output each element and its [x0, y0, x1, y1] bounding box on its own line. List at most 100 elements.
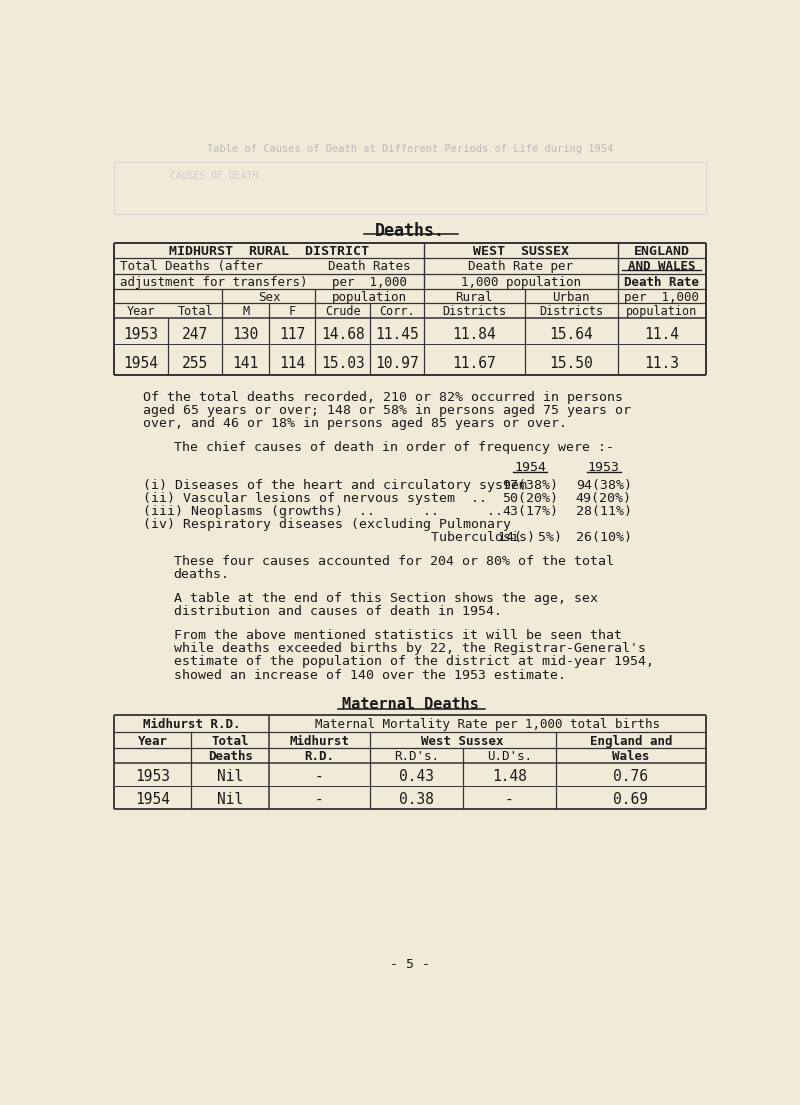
Text: 0.69: 0.69 — [614, 791, 648, 807]
Text: 28(11%): 28(11%) — [576, 505, 632, 518]
Text: R.D's.: R.D's. — [394, 750, 438, 764]
Text: aged 65 years or over; 148 or 58% in persons aged 75 years or: aged 65 years or over; 148 or 58% in per… — [142, 403, 630, 417]
Text: Nil: Nil — [217, 769, 243, 783]
Text: 0.43: 0.43 — [398, 769, 434, 783]
Text: AND WALES: AND WALES — [628, 261, 696, 273]
Text: 14(  5%): 14( 5%) — [498, 532, 562, 545]
Text: Crude: Crude — [325, 305, 360, 318]
Text: 1954: 1954 — [123, 356, 158, 370]
Text: -: - — [505, 791, 514, 807]
Text: 1,000 population: 1,000 population — [461, 276, 581, 288]
Text: deaths.: deaths. — [174, 568, 230, 581]
Text: MIDHURST  RURAL  DISTRICT: MIDHURST RURAL DISTRICT — [169, 245, 369, 259]
Text: R.D.: R.D. — [304, 750, 334, 764]
Text: 10.97: 10.97 — [375, 356, 418, 370]
Text: 26(10%): 26(10%) — [576, 532, 632, 545]
Text: A table at the end of this Section shows the age, sex: A table at the end of this Section shows… — [174, 592, 598, 606]
Text: F: F — [289, 305, 296, 318]
Text: 141: 141 — [233, 356, 259, 370]
Text: Corr.: Corr. — [379, 305, 414, 318]
Text: Deaths: Deaths — [208, 750, 253, 764]
Text: Maternal Deaths: Maternal Deaths — [342, 697, 478, 712]
Text: Total: Total — [178, 305, 213, 318]
Text: (iii) Neoplasms (growths)  ..      ..      ..: (iii) Neoplasms (growths) .. .. .. — [142, 505, 502, 518]
Text: Sex: Sex — [258, 292, 280, 304]
Text: 247: 247 — [182, 327, 209, 343]
Text: - 5 -: - 5 - — [390, 958, 430, 971]
Text: Death Rate per: Death Rate per — [468, 261, 574, 273]
Text: per  1,000: per 1,000 — [332, 276, 407, 288]
Text: 117: 117 — [279, 327, 306, 343]
Text: Total Deaths (after: Total Deaths (after — [120, 261, 262, 273]
Text: (iv) Respiratory diseases (excluding Pulmonary: (iv) Respiratory diseases (excluding Pul… — [142, 518, 510, 532]
Text: 255: 255 — [182, 356, 209, 370]
Text: -: - — [315, 769, 324, 783]
Text: Table of Causes of Death at Different Periods of Life during 1954: Table of Causes of Death at Different Pe… — [207, 144, 613, 155]
Text: Nil: Nil — [217, 791, 243, 807]
Text: CAUSES OF DEATH: CAUSES OF DEATH — [170, 171, 258, 181]
Text: 15.64: 15.64 — [550, 327, 593, 343]
Text: 11.45: 11.45 — [375, 327, 418, 343]
Text: Death Rates: Death Rates — [329, 261, 411, 273]
Text: over, and 46 or 18% in persons aged 85 years or over.: over, and 46 or 18% in persons aged 85 y… — [142, 417, 566, 430]
Text: 14.68: 14.68 — [321, 327, 365, 343]
Text: 49(20%): 49(20%) — [576, 492, 632, 505]
Text: Midhurst: Midhurst — [290, 735, 350, 748]
Text: Tuberculosis): Tuberculosis) — [142, 532, 534, 545]
Text: Death Rate: Death Rate — [624, 276, 699, 288]
Text: U.D's.: U.D's. — [486, 750, 532, 764]
Text: Districts: Districts — [539, 305, 603, 318]
Text: Total: Total — [211, 735, 249, 748]
Text: Maternal Mortality Rate per 1,000 total births: Maternal Mortality Rate per 1,000 total … — [315, 718, 660, 730]
Text: Urban: Urban — [553, 292, 590, 304]
Text: population: population — [626, 305, 698, 318]
Text: ENGLAND: ENGLAND — [634, 245, 690, 259]
Text: 1953: 1953 — [123, 327, 158, 343]
Text: WEST  SUSSEX: WEST SUSSEX — [473, 245, 569, 259]
Text: 11.67: 11.67 — [453, 356, 496, 370]
Text: Of the total deaths recorded, 210 or 82% occurred in persons: Of the total deaths recorded, 210 or 82%… — [142, 390, 622, 403]
Text: Year: Year — [127, 305, 155, 318]
Text: West Sussex: West Sussex — [422, 735, 504, 748]
Text: 114: 114 — [279, 356, 306, 370]
Text: while deaths exceeded births by 22, the Registrar-General's: while deaths exceeded births by 22, the … — [174, 642, 646, 655]
Text: 11.84: 11.84 — [453, 327, 496, 343]
Text: M: M — [242, 305, 250, 318]
Text: 0.76: 0.76 — [614, 769, 648, 783]
Text: (ii) Vascular lesions of nervous system  ..: (ii) Vascular lesions of nervous system … — [142, 492, 486, 505]
Text: Wales: Wales — [612, 750, 650, 764]
Text: These four causes accounted for 204 or 80% of the total: These four causes accounted for 204 or 8… — [174, 556, 614, 568]
Text: 0.38: 0.38 — [398, 791, 434, 807]
Text: Rural: Rural — [455, 292, 493, 304]
Text: England and: England and — [590, 735, 672, 748]
Text: 43(17%): 43(17%) — [502, 505, 558, 518]
Text: -: - — [315, 791, 324, 807]
Text: per  1,000: per 1,000 — [624, 292, 699, 304]
Text: 94(38%): 94(38%) — [576, 480, 632, 492]
Text: 15.50: 15.50 — [550, 356, 593, 370]
Text: 97(38%): 97(38%) — [502, 480, 558, 492]
Text: Midhurst R.D.: Midhurst R.D. — [142, 718, 240, 730]
Text: distribution and causes of death in 1954.: distribution and causes of death in 1954… — [174, 606, 502, 619]
Text: Districts: Districts — [442, 305, 506, 318]
Text: 11.3: 11.3 — [644, 356, 679, 370]
Text: Year: Year — [138, 735, 168, 748]
Text: The chief causes of death in order of frequency were :-: The chief causes of death in order of fr… — [174, 441, 614, 453]
Text: 50(20%): 50(20%) — [502, 492, 558, 505]
Text: population: population — [332, 292, 407, 304]
Text: showed an increase of 140 over the 1953 estimate.: showed an increase of 140 over the 1953 … — [174, 669, 566, 682]
Text: 1953: 1953 — [588, 462, 620, 474]
Text: (i) Diseases of the heart and circulatory system: (i) Diseases of the heart and circulator… — [142, 480, 526, 492]
Text: Deaths.: Deaths. — [375, 222, 445, 240]
Text: 1953: 1953 — [135, 769, 170, 783]
Text: 15.03: 15.03 — [321, 356, 365, 370]
Text: adjustment for transfers): adjustment for transfers) — [120, 276, 308, 288]
Text: 130: 130 — [233, 327, 259, 343]
Text: 1954: 1954 — [514, 462, 546, 474]
Bar — [114, 161, 706, 214]
Text: 1.48: 1.48 — [492, 769, 526, 783]
Text: estimate of the population of the district at mid-year 1954,: estimate of the population of the distri… — [174, 655, 654, 669]
Text: From the above mentioned statistics it will be seen that: From the above mentioned statistics it w… — [174, 629, 622, 642]
Text: 1954: 1954 — [135, 791, 170, 807]
Text: 11.4: 11.4 — [644, 327, 679, 343]
